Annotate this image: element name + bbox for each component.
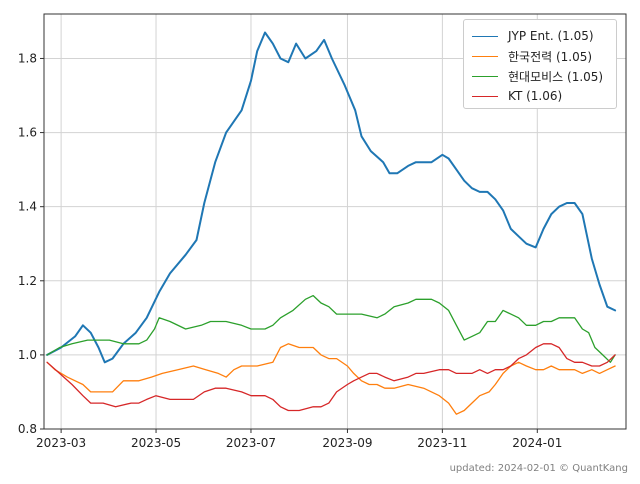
series-line xyxy=(46,31,617,364)
legend-label: KT (1.06) xyxy=(508,89,563,103)
legend-item: 한국전력 (1.05) xyxy=(472,46,608,66)
y-tick-label: 1.8 xyxy=(18,51,37,65)
x-tick-label: 2024-01 xyxy=(512,436,562,450)
legend-item: KT (1.06) xyxy=(472,86,608,106)
x-tick-label: 2023-11 xyxy=(417,436,467,450)
legend-swatch xyxy=(472,75,498,77)
y-tick-label: 0.8 xyxy=(18,422,37,436)
legend-label: 현대모비스 (1.05) xyxy=(508,69,604,84)
tick-labels: 0.8 1.0 1.2 1.4 1.6 1.8 2023-03 2023-05 2023-07 2… xyxy=(18,51,562,450)
plot-frame xyxy=(43,13,627,430)
series-line xyxy=(46,343,616,412)
legend-label: 한국전력 (1.05) xyxy=(508,49,593,64)
y-tick-label: 1.2 xyxy=(18,274,37,288)
legend-label: JYP Ent. (1.05) xyxy=(508,29,594,43)
y-tick-label: 1.4 xyxy=(18,200,37,214)
chart-legend: JYP Ent. (1.05) 한국전력 (1.05) 현대모비스 (1.05) KT… xyxy=(463,19,617,109)
x-tick-label: 2023-03 xyxy=(36,436,86,450)
footer-credit: updated: 2024-02-01 © QuantKang xyxy=(449,463,628,474)
legend-swatch xyxy=(472,95,498,97)
y-tick-label: 1.6 xyxy=(18,126,37,140)
y-tick-label: 1.0 xyxy=(18,348,37,362)
x-tick-label: 2023-05 xyxy=(131,436,181,450)
legend-swatch xyxy=(472,55,498,57)
legend-item: JYP Ent. (1.05) xyxy=(472,26,608,46)
axes xyxy=(40,13,627,433)
legend-item: 현대모비스 (1.05) xyxy=(472,66,608,86)
legend-swatch xyxy=(472,35,498,37)
series-lines xyxy=(46,31,617,415)
series-line xyxy=(46,294,616,363)
series-line xyxy=(46,343,616,415)
x-tick-label: 2023-07 xyxy=(226,436,276,450)
x-tick-label: 2023-09 xyxy=(322,436,372,450)
